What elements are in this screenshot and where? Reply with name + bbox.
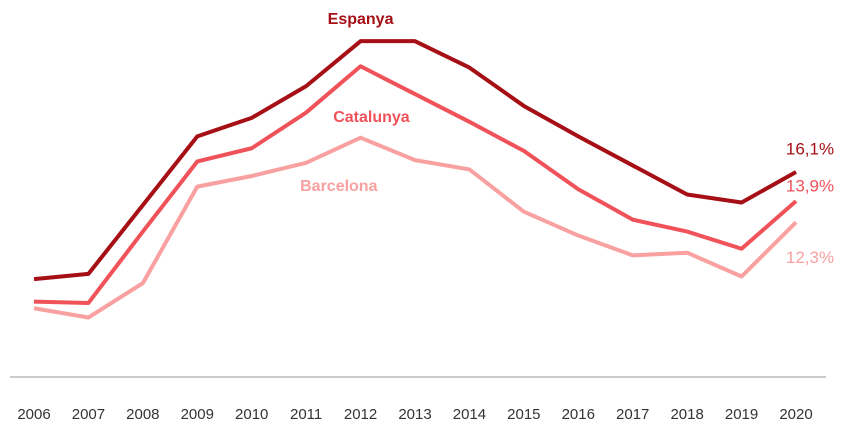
x-tick-label: 2006 xyxy=(17,406,50,423)
x-tick-label: 2018 xyxy=(670,406,703,423)
series-name: Espanya xyxy=(328,11,394,28)
x-tick-label: 2020 xyxy=(779,406,812,423)
value-label: 13,9% xyxy=(786,177,834,196)
x-tick-label: 2008 xyxy=(126,406,159,423)
series-name: Catalunya xyxy=(333,109,410,126)
x-tick-label: 2007 xyxy=(72,406,105,423)
x-tick-label: 2009 xyxy=(181,406,214,423)
series-name: Barcelona xyxy=(300,178,377,195)
x-tick-label: 2014 xyxy=(453,406,486,423)
x-tick-label: 2012 xyxy=(344,406,377,423)
x-tick-label: 2011 xyxy=(290,406,322,423)
x-tick-label: 2019 xyxy=(725,406,758,423)
x-tick-label: 2017 xyxy=(616,406,649,423)
series-line xyxy=(33,39,797,282)
series-line xyxy=(33,135,798,320)
series-line xyxy=(33,64,798,305)
value-label: 16,1% xyxy=(786,140,834,159)
x-tick-label: 2015 xyxy=(507,406,540,423)
value-label: 12,3% xyxy=(786,248,834,267)
x-tick-label: 2016 xyxy=(562,406,595,423)
x-tick-label: 2010 xyxy=(235,406,268,423)
x-tick-label: 2013 xyxy=(398,406,431,423)
